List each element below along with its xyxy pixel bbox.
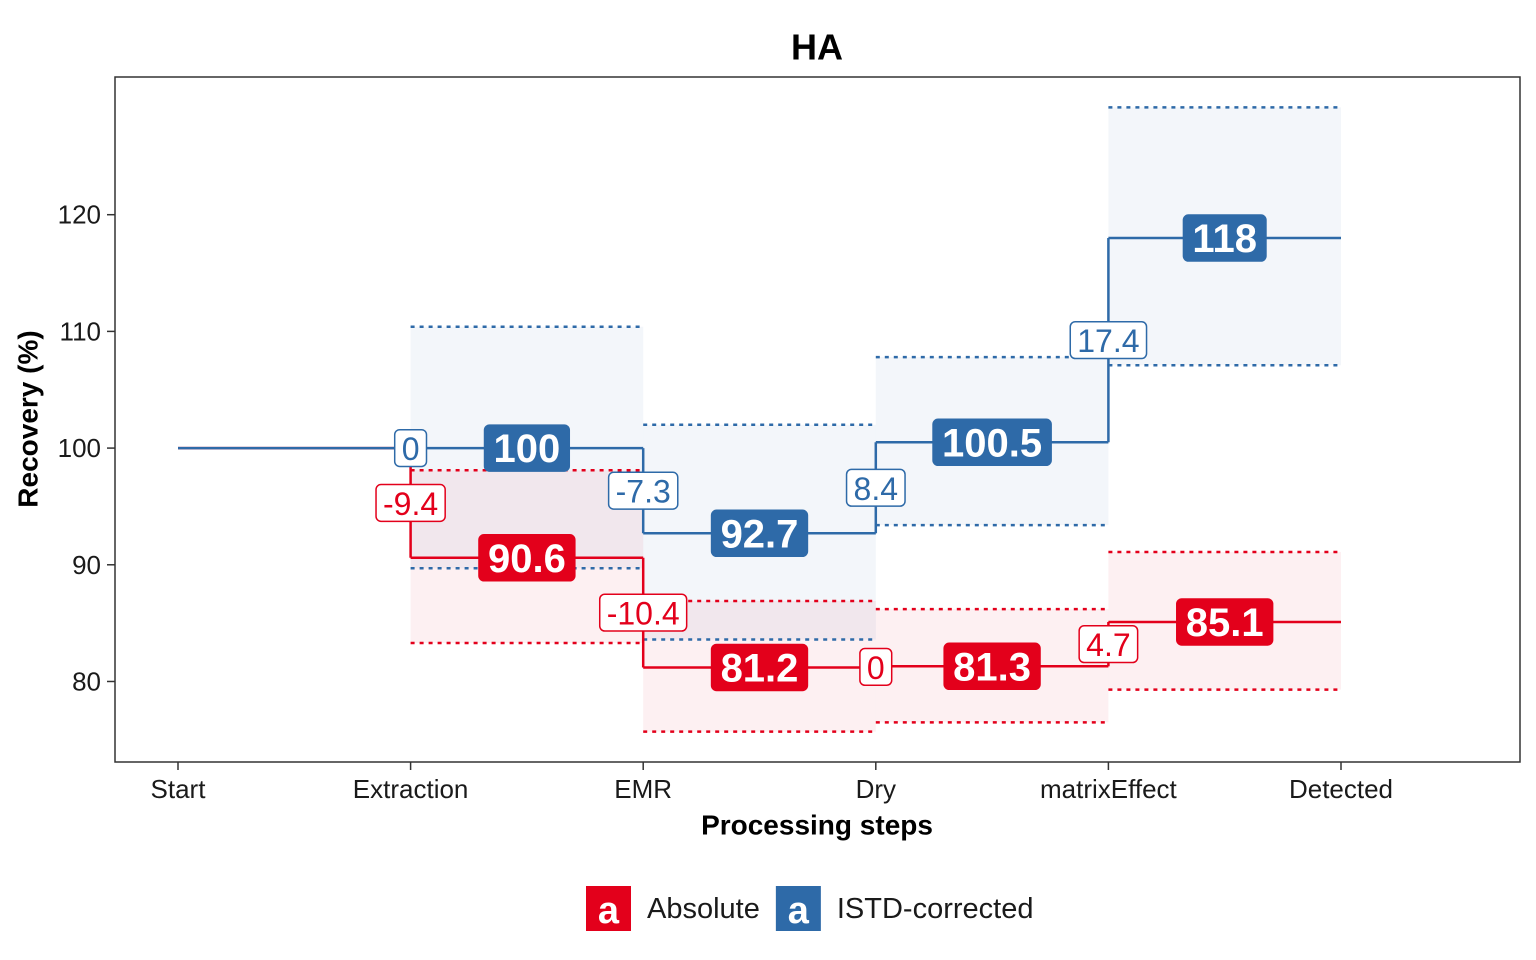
label-box (859, 647, 893, 687)
label-text: 0 (867, 650, 885, 686)
x-tick-label: Extraction (353, 774, 469, 804)
label-text: 0 (402, 431, 420, 467)
value-label: 118 (1182, 214, 1267, 262)
y-tick-label: 110 (60, 316, 101, 346)
y-tick-label: 100 (58, 433, 101, 463)
label-box (483, 424, 571, 472)
y-tick-label: 90 (72, 550, 101, 580)
label-text: 92.7 (721, 512, 799, 556)
label-box (393, 428, 428, 468)
label-box (1176, 598, 1274, 646)
x-tick-label: Dry (856, 774, 896, 804)
legend-key (775, 886, 821, 931)
change-label: -7.3 (607, 471, 679, 510)
label-text: 8.4 (854, 471, 898, 507)
labels: 90.6 -9.4 81.2 -10.4 81.3 0 85.1 4.7 100 0 92.7 -7.… (375, 214, 1274, 692)
change-label: -9.4 (375, 483, 446, 523)
value-label: 92.7 (710, 509, 809, 558)
label-box (943, 642, 1041, 691)
change-label: 8.4 (845, 468, 906, 507)
label-box (1182, 214, 1267, 262)
value-label: 100 (483, 424, 571, 472)
legend-key-glyph: a (598, 890, 620, 932)
value-label: 81.3 (943, 642, 1041, 691)
label-text: 90.6 (488, 537, 566, 581)
label-text: 100 (494, 427, 561, 471)
y-tick-label: 120 (58, 200, 101, 230)
legend-label: Absolute (647, 893, 760, 925)
x-axis-title: Processing steps (701, 810, 933, 841)
label-box (375, 483, 446, 523)
x-tick-label: EMR (614, 774, 672, 804)
value-label: 100.5 (932, 418, 1052, 467)
label-text: -7.3 (616, 474, 671, 510)
label-text: 4.7 (1086, 627, 1130, 663)
change-label: 4.7 (1078, 624, 1139, 664)
label-text: -9.4 (383, 486, 438, 522)
label-text: 81.3 (953, 645, 1031, 689)
change-label: 0 (859, 647, 893, 687)
chart-title: HA (791, 27, 843, 68)
label-box (710, 643, 809, 692)
label-box (598, 593, 688, 632)
label-text: 17.4 (1077, 323, 1139, 359)
label-text: 100.5 (942, 421, 1042, 465)
y-axis-title: Recovery (%) (13, 330, 44, 507)
label-box (478, 534, 576, 582)
value-label: 90.6 (478, 534, 576, 582)
label-text: 81.2 (721, 646, 799, 690)
x-tick-label: Start (151, 774, 207, 804)
change-label: -10.4 (598, 593, 688, 632)
label-box (932, 418, 1052, 467)
value-label: 81.2 (710, 643, 809, 692)
legend-key (586, 886, 631, 931)
plot-border (114, 76, 1521, 763)
label-box (1078, 624, 1139, 664)
change-label: 17.4 (1069, 320, 1148, 360)
y-tick-label: 80 (72, 666, 101, 696)
label-box (845, 468, 906, 507)
legend-key-glyph: a (788, 890, 810, 932)
value-label: 85.1 (1176, 598, 1274, 646)
label-text: 118 (1192, 217, 1257, 261)
x-tick-label: matrixEffect (1040, 774, 1178, 804)
label-text: 85.1 (1186, 601, 1264, 645)
label-box (1069, 320, 1148, 360)
label-box (607, 471, 679, 510)
label-box (710, 509, 809, 558)
legend-label: ISTD-corrected (837, 893, 1034, 925)
label-text: -10.4 (607, 596, 680, 632)
change-label: 0 (393, 428, 428, 468)
x-tick-label: Detected (1289, 774, 1393, 804)
